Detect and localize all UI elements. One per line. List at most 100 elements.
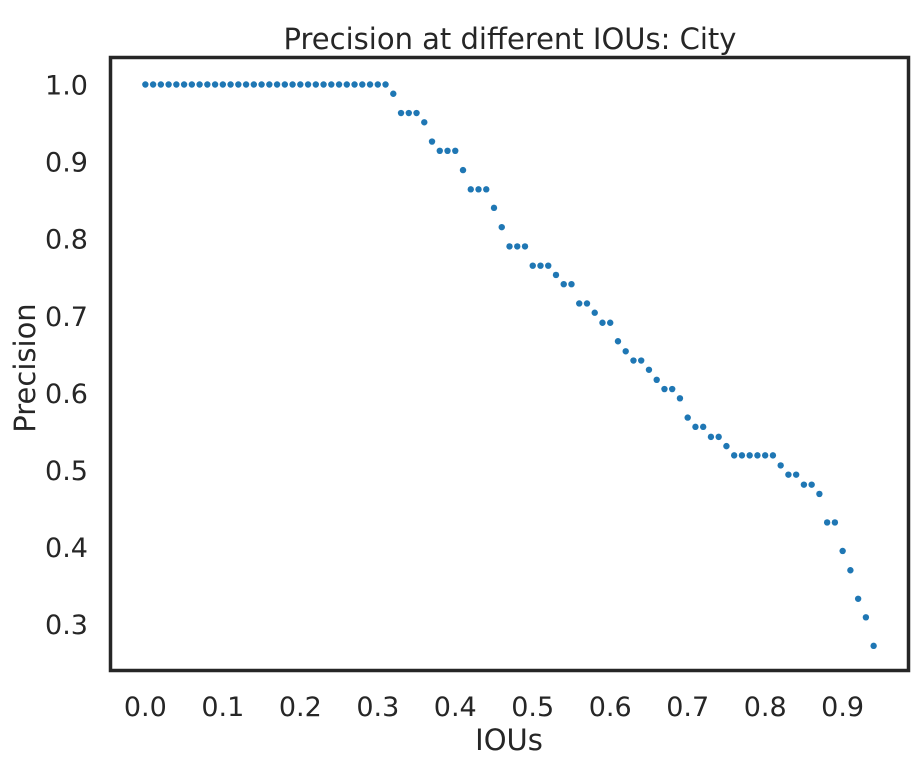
data-point [444,147,451,154]
data-point [730,452,738,459]
y-tick-label: 0.7 [45,302,88,333]
x-axis-label: IOUs [475,723,543,757]
data-point [568,280,575,288]
data-point [142,81,149,88]
x-tick-label: 0.2 [279,692,322,723]
y-tick-label: 0.9 [45,148,88,179]
data-point [397,109,405,117]
data-point [211,81,219,88]
data-point [204,81,211,88]
data-point [490,204,498,212]
data-point [250,81,258,88]
x-tick-label: 0.4 [434,692,477,723]
data-point [320,81,327,88]
data-point [707,433,715,441]
data-point [475,186,482,193]
data-point [258,81,265,88]
data-point [180,81,188,88]
data-point [149,81,157,88]
data-point [374,81,381,88]
data-point [583,300,591,307]
data-point [227,81,234,88]
data-point [266,81,273,88]
data-point [328,81,335,88]
data-point [529,262,536,269]
data-point [552,271,560,279]
data-point [219,81,227,88]
data-point [870,642,877,650]
data-point [792,471,800,478]
y-tick-label: 0.6 [45,379,88,410]
data-point [777,462,784,469]
data-point [351,81,358,88]
data-point [761,452,769,459]
data-point [854,595,862,602]
data-point [692,423,699,431]
data-point [157,81,165,88]
data-point [281,81,289,88]
data-point [754,452,761,459]
data-point [808,481,815,488]
data-point [506,243,513,250]
data-point [242,81,250,88]
data-point [622,348,629,355]
data-point [847,567,854,574]
data-point [676,395,684,402]
data-point [645,366,653,373]
data-point [483,186,490,193]
data-point [785,471,792,478]
data-point [436,147,443,154]
data-point [684,414,691,421]
y-tick-label: 1.0 [45,70,88,101]
data-point [839,547,846,555]
data-point [343,81,350,88]
x-tick-label: 0.9 [821,692,864,723]
data-point [289,81,296,88]
data-point [366,81,374,88]
plot-frame [108,55,911,673]
data-point [428,138,436,145]
data-point [514,243,521,250]
data-point [746,452,753,459]
data-points [142,81,877,650]
data-point [335,81,343,88]
data-point [498,223,505,231]
data-point [769,452,777,459]
data-point [576,300,583,307]
x-tick-label: 0.5 [511,692,554,723]
data-point [521,243,529,250]
data-point [297,81,304,88]
x-tick-label: 0.7 [666,692,709,723]
data-point [405,109,412,117]
x-tick-label: 0.6 [589,692,632,723]
x-axis-ticks: 0.0 0.1 0.2 0.3 0.4 0.5 0.6 0.7 0.8 0.9 [124,692,864,723]
y-tick-label: 0.8 [45,225,88,256]
data-point [823,519,831,526]
data-point [738,452,746,459]
y-axis-label: Precision [8,303,42,432]
data-point [173,81,180,88]
data-point [467,186,474,193]
data-point [304,81,312,88]
y-tick-label: 0.5 [45,456,88,487]
data-point [607,319,614,326]
data-point [413,109,420,117]
x-tick-label: 0.3 [356,692,399,723]
x-tick-label: 0.1 [201,692,244,723]
data-point [196,81,203,88]
data-point [359,81,366,88]
y-axis-ticks: 0.3 0.4 0.5 0.6 0.7 0.8 0.9 1.0 [45,70,88,641]
data-point [614,338,622,345]
data-point [459,166,467,174]
y-tick-label: 0.3 [45,610,88,641]
data-point [382,81,389,88]
data-point [638,357,645,364]
chart-title: Precision at different IOUs: City [284,22,737,56]
data-point [816,490,823,498]
data-point [165,81,172,88]
x-tick-label: 0.8 [744,692,787,723]
data-point [800,481,808,488]
data-point [235,81,242,88]
